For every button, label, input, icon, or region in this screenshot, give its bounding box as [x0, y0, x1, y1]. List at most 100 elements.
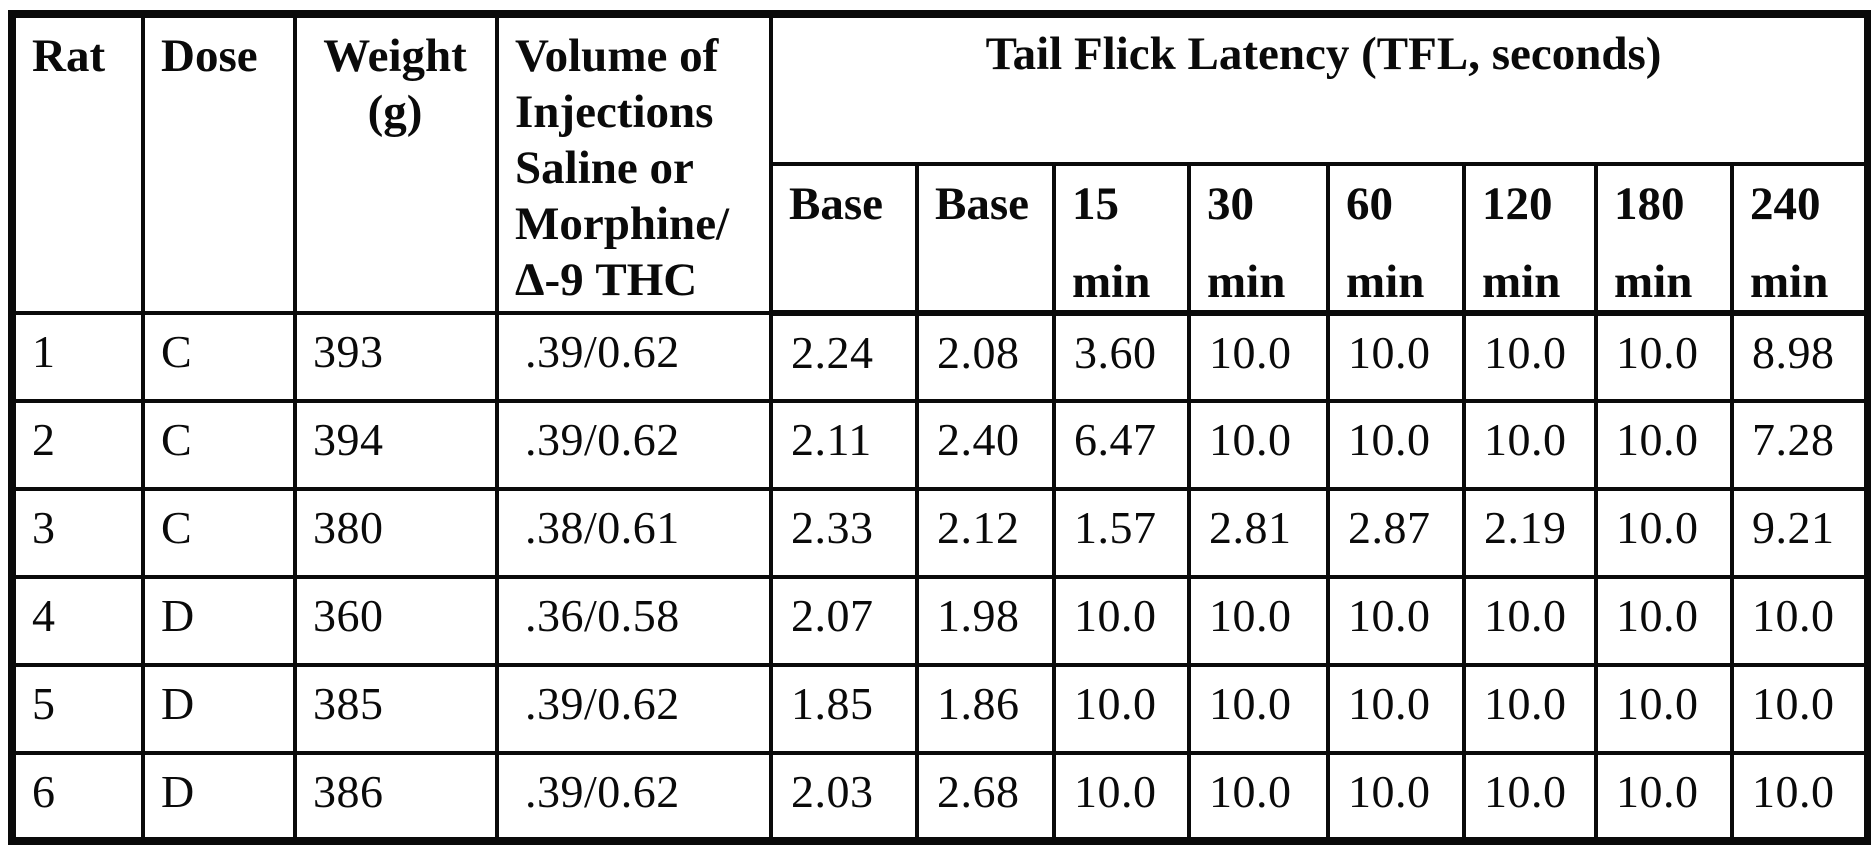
cell-tfl-base2: 2.12	[915, 487, 1056, 579]
cell-rat: 4	[10, 575, 145, 667]
cell-tfl-base1: 2.24	[769, 311, 919, 403]
cell-tfl-180min: 10.0	[1594, 311, 1734, 403]
cell-tfl-30min: 10.0	[1187, 575, 1330, 667]
col-header-60min-value: 60	[1346, 178, 1393, 230]
col-header-60min: 60 min	[1326, 162, 1466, 316]
cell-tfl-30min: 10.0	[1187, 399, 1330, 491]
cell-tfl-240min: 10.0	[1729, 575, 1871, 667]
cell-tfl-base1: 2.07	[769, 575, 919, 667]
cell-tfl-60min: 10.0	[1326, 311, 1466, 403]
col-header-weight-unit: (g)	[367, 86, 423, 138]
col-header-240min: 240 min	[1729, 162, 1871, 316]
cell-tfl-120min: 10.0	[1462, 399, 1598, 491]
cell-rat: 3	[10, 487, 145, 579]
cell-tfl-120min: 2.19	[1462, 487, 1598, 579]
col-header-15min-unit: min	[1072, 256, 1151, 308]
col-header-dose: Dose	[141, 12, 297, 315]
cell-tfl-base2: 2.68	[915, 751, 1056, 843]
col-header-30min: 30 min	[1187, 162, 1330, 316]
col-header-base-2: Base	[915, 162, 1056, 316]
col-header-base-2-label: Base	[935, 178, 1029, 230]
col-header-120min: 120 min	[1462, 162, 1598, 316]
cell-tfl-15min: 6.47	[1052, 399, 1191, 491]
cell-rat: 5	[10, 663, 145, 755]
cell-tfl-240min: 8.98	[1729, 311, 1871, 403]
header-row-top: Rat Dose Weight (g) Volume of Injections…	[10, 12, 1871, 315]
col-header-rat: Rat	[10, 12, 145, 315]
cell-tfl-180min: 10.0	[1594, 751, 1734, 843]
cell-dose: D	[141, 663, 297, 755]
table-row-rat-5: 5 D 385 .39/0.62 1.85 1.86 10.0 10.0 10.…	[10, 663, 1871, 755]
table-row-rat-6: 6 D 386 .39/0.62 2.03 2.68 10.0 10.0 10.…	[10, 751, 1871, 843]
cell-tfl-240min: 9.21	[1729, 487, 1871, 579]
cell-tfl-120min: 10.0	[1462, 751, 1598, 843]
cell-tfl-15min: 3.60	[1052, 311, 1191, 403]
cell-tfl-60min: 10.0	[1326, 663, 1466, 755]
col-header-180min-value: 180	[1614, 178, 1685, 230]
col-header-weight: Weight (g)	[293, 12, 499, 315]
cell-volume: .39/0.62	[495, 399, 773, 491]
col-header-15min-value: 15	[1072, 178, 1119, 230]
cell-weight: 385	[293, 663, 499, 755]
cell-tfl-180min: 10.0	[1594, 399, 1734, 491]
header-row-sub: Base Base 15 min 30 min 60 min 120 min	[12, 162, 1871, 316]
cell-tfl-30min: 2.81	[1187, 487, 1330, 579]
table-row-rat-2: 2 C 394 .39/0.62 2.11 2.40 6.47 10.0 10.…	[10, 399, 1871, 491]
cell-tfl-60min: 10.0	[1326, 751, 1466, 843]
cell-tfl-120min: 10.0	[1462, 575, 1598, 667]
col-header-30min-value: 30	[1207, 178, 1254, 230]
col-header-240min-unit: min	[1750, 256, 1829, 308]
table-row-rat-3: 3 C 380 .38/0.61 2.33 2.12 1.57 2.81 2.8…	[10, 487, 1871, 579]
cell-tfl-base2: 2.40	[915, 399, 1056, 491]
cell-dose: C	[141, 311, 297, 403]
cell-tfl-base2: 1.86	[915, 663, 1056, 755]
cell-weight: 393	[293, 311, 499, 403]
cell-tfl-30min: 10.0	[1187, 311, 1330, 403]
cell-tfl-180min: 10.0	[1594, 575, 1734, 667]
col-header-volume-line: Injections	[515, 86, 714, 138]
cell-tfl-15min: 1.57	[1052, 487, 1191, 579]
cell-tfl-60min: 10.0	[1326, 399, 1466, 491]
col-header-15min: 15 min	[1052, 162, 1191, 316]
cell-tfl-120min: 10.0	[1462, 663, 1598, 755]
col-header-180min-unit: min	[1614, 256, 1693, 308]
col-header-volume-line: Morphine/	[515, 198, 730, 250]
table-row-rat-1: 1 C 393 .39/0.62 2.24 2.08 3.60 10.0 10.…	[10, 311, 1871, 403]
cell-rat: 6	[10, 751, 145, 843]
cell-tfl-60min: 10.0	[1326, 575, 1466, 667]
cell-dose: C	[141, 487, 297, 579]
cell-volume: .36/0.58	[495, 575, 773, 667]
cell-tfl-base2: 1.98	[915, 575, 1056, 667]
cell-tfl-180min: 10.0	[1594, 487, 1734, 579]
col-header-rat-label: Rat	[32, 30, 106, 82]
cell-volume: .39/0.62	[495, 663, 773, 755]
cell-tfl-240min: 7.28	[1729, 399, 1871, 491]
col-header-weight-line: Weight	[323, 30, 467, 82]
col-header-tfl-group: Tail Flick Latency (TFL, seconds)	[768, 12, 1871, 166]
cell-rat: 2	[10, 399, 145, 491]
tail-flick-latency-table: Rat Dose Weight (g) Volume of Injections…	[8, 10, 1871, 845]
cell-volume: .38/0.61	[495, 487, 773, 579]
col-header-180min: 180 min	[1594, 162, 1734, 316]
cell-weight: 380	[293, 487, 499, 579]
col-header-volume: Volume of Injections Saline or Morphine/…	[495, 12, 773, 315]
cell-tfl-240min: 10.0	[1729, 663, 1871, 755]
col-header-30min-unit: min	[1207, 256, 1286, 308]
cell-tfl-120min: 10.0	[1462, 311, 1598, 403]
cell-weight: 394	[293, 399, 499, 491]
col-header-dose-label: Dose	[161, 30, 258, 82]
col-header-120min-unit: min	[1482, 256, 1561, 308]
cell-tfl-60min: 2.87	[1326, 487, 1466, 579]
col-header-tfl-group-label: Tail Flick Latency (TFL, seconds)	[985, 28, 1662, 80]
cell-dose: D	[141, 751, 297, 843]
cell-weight: 386	[293, 751, 499, 843]
cell-rat: 1	[10, 311, 145, 403]
cell-dose: D	[141, 575, 297, 667]
col-header-60min-unit: min	[1346, 256, 1425, 308]
cell-tfl-15min: 10.0	[1052, 663, 1191, 755]
table-row-rat-4: 4 D 360 .36/0.58 2.07 1.98 10.0 10.0 10.…	[10, 575, 1871, 667]
cell-tfl-180min: 10.0	[1594, 663, 1734, 755]
cell-tfl-240min: 10.0	[1729, 751, 1871, 843]
cell-tfl-base2: 2.08	[915, 311, 1056, 403]
cell-tfl-base1: 2.03	[769, 751, 919, 843]
